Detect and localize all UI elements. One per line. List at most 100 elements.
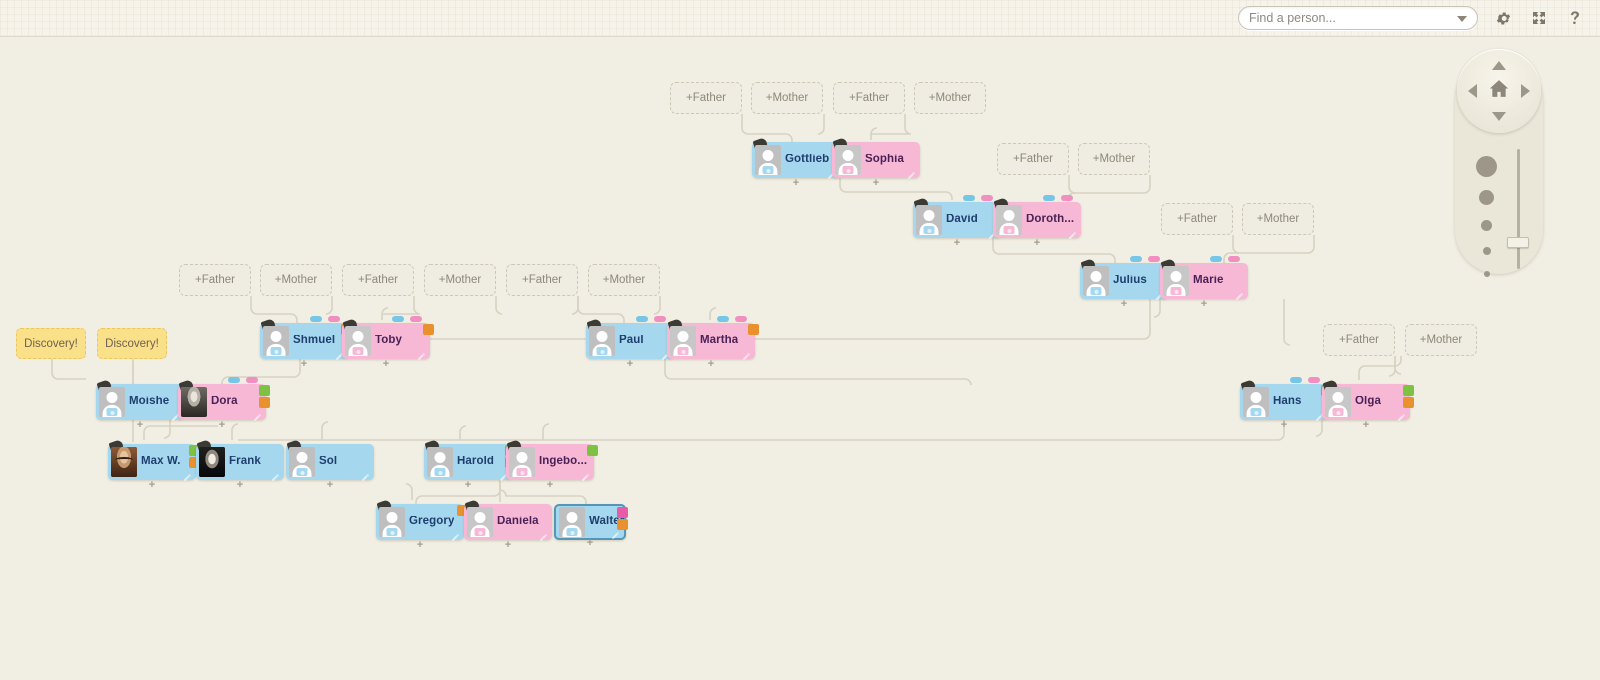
edit-pencil-icon[interactable] <box>271 469 280 481</box>
edit-pencil-icon[interactable] <box>907 167 916 179</box>
father-tab-icon[interactable] <box>1210 256 1222 262</box>
person-card-ingebo[interactable]: Ingebo... + <box>506 439 598 491</box>
camera-icon[interactable] <box>352 347 364 355</box>
add-child-button[interactable]: + <box>953 237 961 249</box>
camera-icon[interactable] <box>923 226 935 234</box>
person-card-olga[interactable]: Olga + <box>1322 379 1414 431</box>
edit-pencil-icon[interactable] <box>1068 227 1077 239</box>
edit-pencil-icon[interactable] <box>417 348 426 360</box>
camera-icon[interactable] <box>296 468 308 476</box>
add-child-button[interactable]: + <box>300 358 308 370</box>
help-question-icon[interactable] <box>1564 7 1586 29</box>
father-tab-icon[interactable] <box>636 316 648 322</box>
search-person-field[interactable] <box>1238 6 1478 30</box>
edit-pencil-icon[interactable] <box>581 469 590 481</box>
person-card-frank[interactable]: Frank + <box>196 439 284 491</box>
edit-pencil-icon[interactable] <box>1397 409 1406 421</box>
add-child-button[interactable]: + <box>626 358 634 370</box>
add-parent-slot-father-14[interactable]: +Father <box>1323 324 1395 356</box>
green-status-badge[interactable] <box>587 445 598 456</box>
mother-tab-icon[interactable] <box>654 316 666 322</box>
person-card-shmuel[interactable]: Shmuel + <box>260 316 352 370</box>
family-tree-canvas[interactable]: +Father +Mother +Father +Mother +Father +Moth… <box>0 37 1600 680</box>
camera-icon[interactable] <box>1003 226 1015 234</box>
edit-pencil-icon[interactable] <box>1235 288 1244 300</box>
person-card-martha[interactable]: Martha + <box>667 316 759 370</box>
camera-icon[interactable] <box>1250 408 1262 416</box>
camera-icon[interactable] <box>1170 287 1182 295</box>
add-parent-slot-mother-11[interactable]: +Mother <box>424 264 496 296</box>
edit-pencil-icon[interactable] <box>827 167 836 179</box>
add-child-button[interactable]: + <box>218 419 226 431</box>
camera-icon[interactable] <box>386 528 398 536</box>
orange-status-badge[interactable] <box>189 457 200 468</box>
add-child-button[interactable]: + <box>872 177 880 189</box>
settings-gear-icon[interactable] <box>1492 7 1514 29</box>
search-input[interactable] <box>1239 7 1439 29</box>
add-child-button[interactable]: + <box>148 479 156 491</box>
person-card-moishe[interactable]: Moishe + <box>96 379 184 431</box>
person-card-julius[interactable]: Julius + <box>1080 256 1172 310</box>
orange-status-badge[interactable] <box>1403 397 1414 408</box>
add-child-button[interactable]: + <box>1033 237 1041 249</box>
person-card-gottlieb[interactable]: Gottlieb + <box>752 137 840 189</box>
home-icon[interactable] <box>1488 79 1510 104</box>
add-child-button[interactable]: + <box>792 177 800 189</box>
zoom-dot-4[interactable] <box>1483 247 1491 255</box>
green-status-badge[interactable] <box>189 445 200 456</box>
zoom-slider-track[interactable] <box>1517 149 1520 269</box>
zoom-dot-5[interactable] <box>1484 271 1490 277</box>
edit-pencil-icon[interactable] <box>661 348 670 360</box>
orange-status-badge[interactable] <box>748 324 759 335</box>
add-parent-slot-mother-13[interactable]: +Mother <box>588 264 660 296</box>
camera-icon[interactable] <box>677 347 689 355</box>
orange-status-badge[interactable] <box>259 397 270 408</box>
father-tab-icon[interactable] <box>228 377 240 383</box>
add-child-button[interactable]: + <box>1280 419 1288 431</box>
discovery-card-0[interactable]: Discovery! <box>16 328 86 359</box>
add-parent-slot-mother-1[interactable]: +Mother <box>751 82 823 114</box>
pan-down-icon[interactable] <box>1492 112 1506 121</box>
add-parent-slot-father-12[interactable]: +Father <box>506 264 578 296</box>
add-child-button[interactable]: + <box>1362 419 1370 431</box>
map-navigation-control[interactable] <box>1455 49 1543 277</box>
person-card-david[interactable]: David + <box>913 195 1001 249</box>
add-parent-slot-father-8[interactable]: +Father <box>179 264 251 296</box>
add-parent-slot-mother-9[interactable]: +Mother <box>260 264 332 296</box>
mother-tab-icon[interactable] <box>246 377 258 383</box>
person-card-dora[interactable]: Dora + <box>178 377 270 431</box>
person-card-hans[interactable]: Hans + <box>1240 377 1332 431</box>
mother-tab-icon[interactable] <box>735 316 747 322</box>
person-card-toby[interactable]: Toby + <box>342 316 434 370</box>
edit-pencil-icon[interactable] <box>499 469 508 481</box>
zoom-dot-2[interactable] <box>1479 190 1494 205</box>
father-tab-icon[interactable] <box>963 195 975 201</box>
person-card-maxw[interactable]: Max W. + <box>108 439 200 491</box>
pan-compass[interactable] <box>1457 49 1541 133</box>
pan-left-icon[interactable] <box>1468 84 1477 98</box>
green-status-badge[interactable] <box>259 385 270 396</box>
zoom-dot-3[interactable] <box>1481 220 1492 231</box>
edit-pencil-icon[interactable] <box>183 469 192 481</box>
mother-tab-icon[interactable] <box>1148 256 1160 262</box>
father-tab-icon[interactable] <box>392 316 404 322</box>
add-parent-slot-mother-3[interactable]: +Mother <box>914 82 986 114</box>
camera-icon[interactable] <box>474 528 486 536</box>
zoom-dot-1[interactable] <box>1476 156 1497 177</box>
add-parent-slot-mother-5[interactable]: +Mother <box>1078 143 1150 175</box>
add-parent-slot-father-4[interactable]: +Father <box>997 143 1069 175</box>
edit-pencil-icon[interactable] <box>742 348 751 360</box>
green-status-badge[interactable] <box>1403 385 1414 396</box>
mother-tab-icon[interactable] <box>328 316 340 322</box>
discovery-card-1[interactable]: Discovery! <box>97 328 167 359</box>
mother-tab-icon[interactable] <box>410 316 422 322</box>
add-child-button[interactable]: + <box>504 539 512 551</box>
mother-tab-icon[interactable] <box>1228 256 1240 262</box>
add-child-button[interactable]: + <box>326 479 334 491</box>
camera-icon[interactable] <box>270 347 282 355</box>
add-parent-slot-father-2[interactable]: +Father <box>833 82 905 114</box>
father-tab-icon[interactable] <box>310 316 322 322</box>
orange-status-badge[interactable] <box>457 505 468 516</box>
camera-icon[interactable] <box>1332 408 1344 416</box>
mother-tab-icon[interactable] <box>981 195 993 201</box>
